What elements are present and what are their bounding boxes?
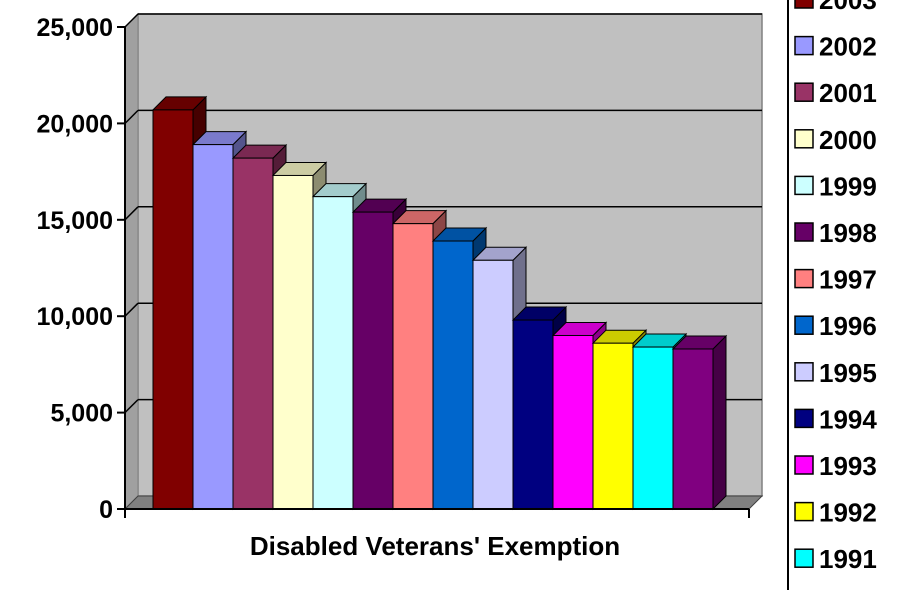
legend-label-1998: 1998 bbox=[819, 218, 877, 248]
bar-front-1997 bbox=[392, 223, 434, 510]
legend-item-1991: 1991 bbox=[794, 544, 877, 574]
legend-item-1999: 1999 bbox=[794, 171, 877, 201]
legend-swatch-1994 bbox=[794, 408, 814, 429]
bar-front-1993 bbox=[552, 334, 594, 510]
legend-label-1991: 1991 bbox=[819, 544, 877, 574]
bar-front-2002 bbox=[192, 144, 234, 510]
gridline-side bbox=[124, 206, 139, 221]
legend-item-1994: 1994 bbox=[794, 404, 877, 434]
bar-front-1996 bbox=[432, 240, 474, 510]
legend-label-2003: 2003 bbox=[819, 0, 877, 15]
bar-side-1990 bbox=[712, 334, 727, 511]
legend-swatch-1991 bbox=[794, 548, 814, 568]
legend-label-1993: 1993 bbox=[819, 451, 877, 481]
legend-swatch-1996 bbox=[794, 315, 814, 335]
gridline-side bbox=[124, 302, 139, 317]
legend-item-2001: 2001 bbox=[794, 78, 877, 108]
y-tick-label: 15,000 bbox=[37, 207, 113, 235]
axes: 0 5,000 10,000 15,000 20,000 25,000 Disabled V… bbox=[37, 14, 750, 561]
gridline-side bbox=[124, 109, 139, 124]
bar-front-1999 bbox=[312, 196, 354, 510]
legend-swatch-2000 bbox=[794, 129, 814, 149]
gridline-side bbox=[124, 13, 139, 28]
legend-item-2003: 2003 bbox=[794, 0, 877, 15]
legend-swatch-1993 bbox=[794, 455, 814, 475]
gridline-side bbox=[124, 399, 139, 414]
legend-item-1996: 1996 bbox=[794, 311, 877, 341]
bar-front-1994 bbox=[512, 319, 554, 510]
bar-series bbox=[151, 95, 728, 511]
y-tick-label: 10,000 bbox=[37, 303, 113, 331]
legend-label-1997: 1997 bbox=[819, 265, 877, 295]
x-category-label: Disabled Veterans' Exemption bbox=[250, 531, 620, 561]
bar-front-1995 bbox=[472, 259, 514, 510]
bar-1990 bbox=[671, 334, 728, 511]
bar-front-1998 bbox=[352, 211, 394, 510]
legend-swatch-2003 bbox=[794, 0, 814, 9]
legend-label-2002: 2002 bbox=[819, 32, 877, 62]
legend-item-1997: 1997 bbox=[794, 265, 877, 295]
legend-label-1994: 1994 bbox=[819, 404, 877, 434]
legend-swatch-1997 bbox=[794, 268, 814, 289]
y-tick-label: 25,000 bbox=[37, 14, 113, 42]
bar-front-2003 bbox=[152, 109, 194, 510]
legend-item-1992: 1992 bbox=[794, 498, 877, 528]
legend-item-1995: 1995 bbox=[794, 358, 877, 388]
legend-swatch-1992 bbox=[794, 501, 814, 522]
legend-swatch-2001 bbox=[794, 82, 814, 102]
legend-swatch-2002 bbox=[794, 35, 814, 56]
legend-swatch-1995 bbox=[794, 362, 814, 382]
bar-front-1990 bbox=[672, 348, 714, 510]
legend-item-1998: 1998 bbox=[794, 218, 877, 248]
legend-label-1992: 1992 bbox=[819, 498, 877, 528]
legend-item-2002: 2002 bbox=[794, 32, 877, 62]
plot-side-wall bbox=[124, 12, 139, 511]
bar-front-1991 bbox=[632, 346, 674, 510]
y-tick-label: 20,000 bbox=[37, 110, 113, 138]
legend-label-1996: 1996 bbox=[819, 311, 877, 341]
legend-item-1993: 1993 bbox=[794, 451, 877, 481]
legend: 2003 2002 2001 2000 1999 1998 1997 1996 1995 1994… bbox=[787, 0, 877, 590]
legend-label-1995: 1995 bbox=[819, 358, 877, 388]
bar-front-2000 bbox=[272, 174, 314, 510]
bar-front-2001 bbox=[232, 157, 274, 510]
legend-label-1999: 1999 bbox=[819, 171, 877, 201]
bar-front-1992 bbox=[592, 342, 634, 510]
legend-item-2000: 2000 bbox=[794, 125, 877, 155]
legend-label-2000: 2000 bbox=[819, 125, 877, 155]
y-tick-label: 0 bbox=[99, 496, 113, 524]
y-tick-label: 5,000 bbox=[50, 400, 113, 428]
legend-label-2001: 2001 bbox=[819, 78, 877, 108]
legend-swatch-1998 bbox=[794, 222, 814, 242]
legend-swatch-1999 bbox=[794, 175, 814, 196]
